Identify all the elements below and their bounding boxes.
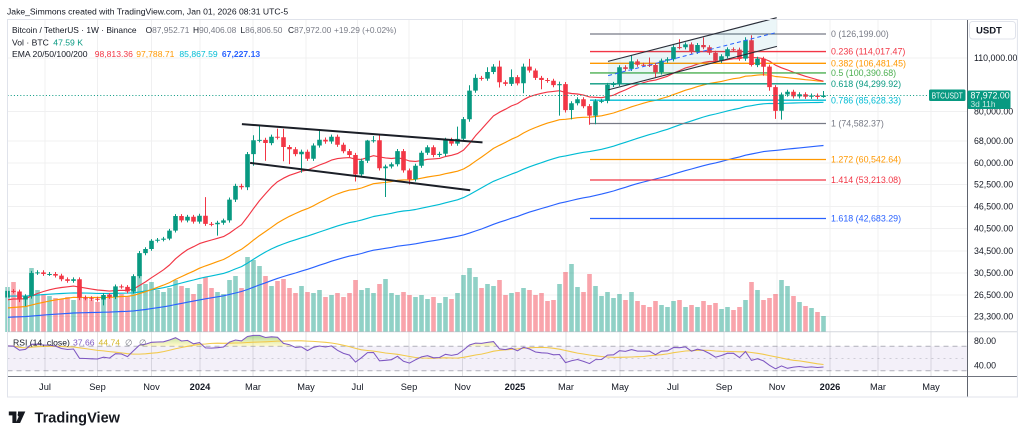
svg-text:26,500.00: 26,500.00: [974, 290, 1013, 300]
svg-text:BTCUSDT: BTCUSDT: [932, 91, 963, 100]
svg-text:Jul: Jul: [39, 382, 51, 392]
svg-text:40.00: 40.00: [974, 361, 996, 371]
svg-text:80,000.00: 80,000.00: [974, 107, 1013, 117]
svg-text:1 (74,582.37): 1 (74,582.37): [831, 119, 884, 129]
svg-text:TradingView: TradingView: [35, 411, 121, 427]
svg-text:Mar: Mar: [245, 382, 261, 392]
svg-text:46,500.00: 46,500.00: [974, 202, 1013, 212]
svg-text:1.272 (60,542.64): 1.272 (60,542.64): [831, 155, 901, 165]
svg-text:Sep: Sep: [401, 382, 418, 392]
svg-text:1.618 (42,683.29): 1.618 (42,683.29): [831, 214, 901, 224]
svg-text:60,000.00: 60,000.00: [974, 158, 1013, 168]
svg-text:2025: 2025: [505, 382, 526, 392]
svg-text:May: May: [297, 382, 315, 392]
svg-text:Jake_Simmons created with Trad: Jake_Simmons created with TradingView.co…: [7, 7, 288, 17]
svg-text:30,500.00: 30,500.00: [974, 268, 1013, 278]
svg-text:52,500.00: 52,500.00: [974, 180, 1013, 190]
svg-text:40,500.00: 40,500.00: [974, 224, 1013, 234]
svg-text:23,300.00: 23,300.00: [974, 312, 1013, 322]
svg-text:34,500.00: 34,500.00: [974, 246, 1013, 256]
svg-text:Sep: Sep: [89, 382, 106, 392]
svg-text:Mar: Mar: [558, 382, 574, 392]
svg-text:2026: 2026: [820, 382, 841, 392]
svg-text:0.5 (100,390.68): 0.5 (100,390.68): [831, 68, 896, 78]
svg-text:80.00: 80.00: [974, 336, 996, 346]
svg-text:68,000.00: 68,000.00: [974, 136, 1013, 146]
svg-text:87,972.00: 87,972.00: [971, 91, 1010, 101]
svg-text:1.414 (53,213.08): 1.414 (53,213.08): [831, 175, 901, 185]
svg-text:Nov: Nov: [143, 382, 160, 392]
svg-text:Nov: Nov: [769, 382, 786, 392]
svg-text:May: May: [922, 382, 940, 392]
svg-text:110,000.00: 110,000.00: [974, 53, 1017, 63]
svg-text:0 (126,199.00): 0 (126,199.00): [831, 29, 889, 39]
svg-text:Sep: Sep: [716, 382, 733, 392]
svg-text:0.236 (114,017.47): 0.236 (114,017.47): [831, 47, 905, 57]
svg-text:2024: 2024: [190, 382, 212, 392]
svg-text:0.382 (106,481.45): 0.382 (106,481.45): [831, 58, 906, 68]
svg-text:3d 11h: 3d 11h: [971, 99, 996, 109]
svg-text:Mar: Mar: [870, 382, 886, 392]
svg-text:Nov: Nov: [454, 382, 471, 392]
svg-text:USDT: USDT: [976, 25, 1002, 36]
svg-text:Jul: Jul: [352, 382, 364, 392]
svg-text:Jul: Jul: [667, 382, 679, 392]
svg-text:0.618 (94,299.92): 0.618 (94,299.92): [831, 79, 901, 89]
svg-text:0.786 (85,628.33): 0.786 (85,628.33): [831, 95, 901, 105]
svg-text:May: May: [611, 382, 629, 392]
svg-text:Bitcoin / TetherUS · 1W · Bina: Bitcoin / TetherUS · 1W · Binance O87,952…: [12, 25, 397, 35]
